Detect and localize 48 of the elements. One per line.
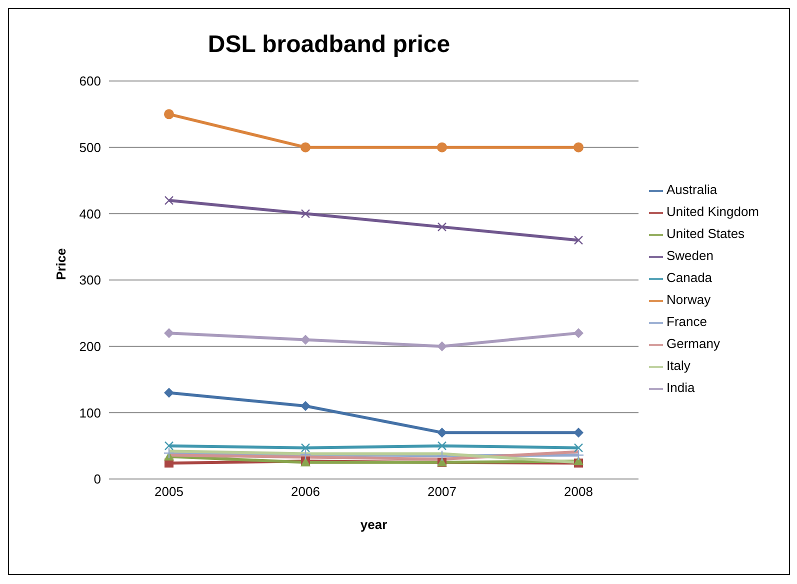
y-tick-label: 200 [79, 338, 101, 354]
x-tick-label: 2005 [154, 484, 184, 500]
point [164, 328, 174, 338]
legend-label: Norway [666, 292, 711, 307]
legend-label: United Kingdom [666, 204, 759, 219]
point [164, 196, 174, 205]
point [300, 209, 310, 218]
point [574, 142, 584, 152]
y-tick-label: 300 [79, 272, 101, 288]
point [437, 222, 447, 232]
legend-label: Germany [666, 336, 720, 351]
point [437, 142, 447, 152]
legend-label: France [666, 314, 707, 329]
point [436, 450, 448, 462]
point [164, 388, 174, 398]
x-tick-label: 2006 [291, 484, 320, 500]
point [574, 443, 584, 452]
x-axis-title: year [360, 517, 388, 532]
point [163, 448, 175, 459]
y-axis-title: Price [54, 248, 69, 280]
point [300, 142, 310, 152]
legend-label: Canada [666, 270, 712, 285]
y-tick-label: 400 [79, 206, 101, 222]
y-tick-label: 0 [94, 472, 101, 487]
y-tick-label: 100 [79, 405, 101, 420]
point [574, 236, 584, 245]
legend-label: Sweden [666, 248, 714, 263]
point [300, 401, 310, 412]
point [164, 441, 174, 450]
legend-label: Australia [666, 182, 718, 197]
point [300, 443, 310, 452]
point [574, 456, 584, 466]
point [300, 334, 310, 345]
y-tick-label: 500 [79, 140, 101, 155]
legend-label: Italy [666, 358, 690, 373]
legend-label: India [666, 380, 695, 395]
point [574, 428, 584, 438]
y-tick-label: 600 [79, 74, 101, 89]
point [300, 448, 312, 460]
point [437, 341, 447, 352]
point [164, 109, 174, 120]
x-tick-label: 2008 [564, 484, 593, 500]
point [574, 328, 584, 338]
point [437, 428, 447, 438]
legend-label: United States [666, 226, 745, 241]
x-tick-label: 2007 [428, 484, 456, 500]
point [437, 441, 447, 450]
chart-title: DSL broadband price [206, 31, 452, 59]
